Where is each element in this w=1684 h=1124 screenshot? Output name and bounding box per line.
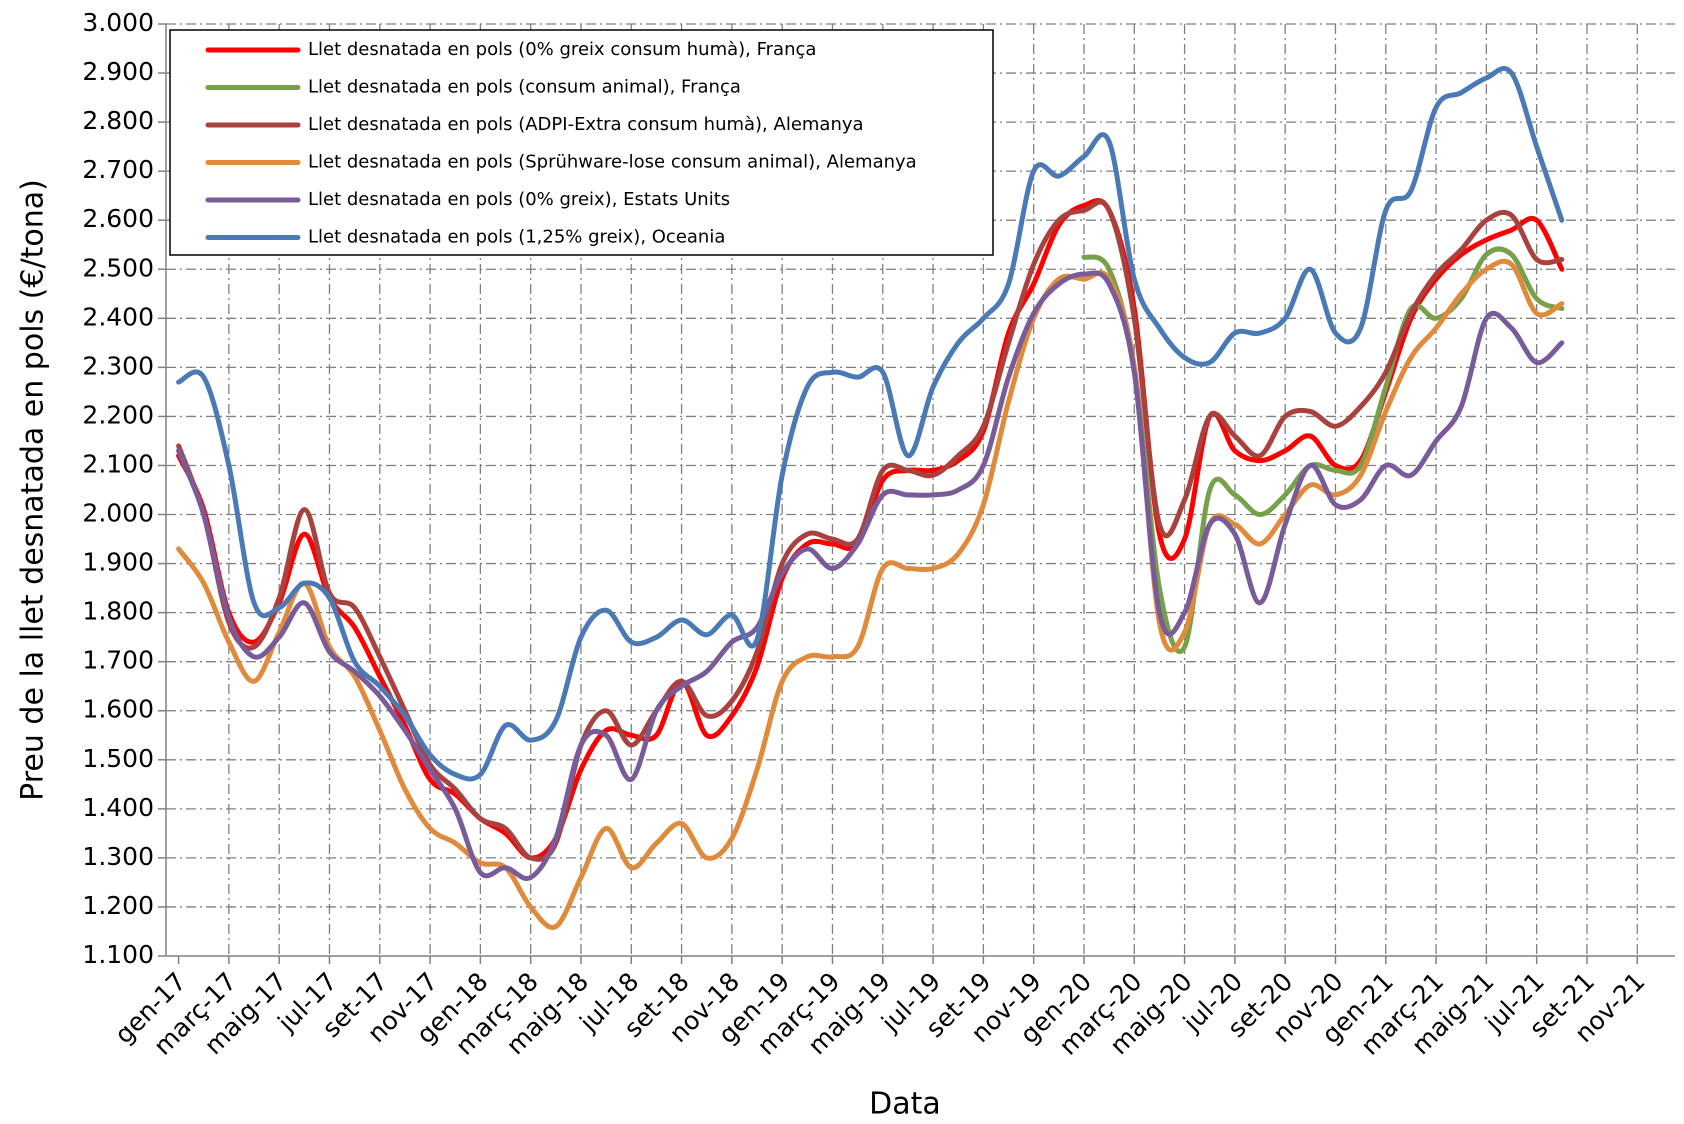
y-tick-label: 3.000: [82, 8, 154, 37]
legend-label: Llet desnatada en pols (consum animal), …: [308, 77, 741, 98]
y-tick-label: 2.700: [82, 155, 154, 184]
y-tick-label: 1.200: [82, 891, 154, 920]
legend-label: Llet desnatada en pols (0% greix consum …: [308, 39, 816, 60]
legend-label: Llet desnatada en pols (ADPI-Extra consu…: [308, 114, 864, 135]
y-tick-label: 2.900: [82, 57, 154, 86]
y-tick-label: 1.800: [82, 597, 154, 626]
legend-label: Llet desnatada en pols (Sprühware-lose c…: [308, 152, 917, 173]
y-tick-label: 1.500: [82, 744, 154, 773]
y-tick-label: 2.200: [82, 400, 154, 429]
x-axis-label: Data: [869, 1087, 941, 1122]
y-axis-label: Preu de la llet desnatada en pols (€/ton…: [16, 179, 51, 801]
y-tick-label: 2.400: [82, 302, 154, 331]
y-tick-label: 1.900: [82, 548, 154, 577]
y-tick-label: 2.100: [82, 449, 154, 478]
series-line: [176, 66, 1565, 782]
legend-box: [169, 29, 994, 256]
y-tick-label: 2.300: [82, 351, 154, 380]
y-tick-label: 2.500: [82, 253, 154, 282]
y-tick-label: 1.100: [82, 940, 154, 969]
y-tick-label: 2.600: [82, 204, 154, 233]
legend-label: Llet desnatada en pols (1,25% greix), Oc…: [308, 227, 725, 248]
y-tick-label: 1.400: [82, 793, 154, 822]
y-tick-label: 1.600: [82, 695, 154, 724]
series-line: [176, 258, 1565, 930]
y-tick-label: 1.700: [82, 646, 154, 675]
y-tick-label: 1.300: [82, 842, 154, 871]
legend-label: Llet desnatada en pols (0% greix), Estat…: [308, 189, 730, 210]
y-tick-label: 2.800: [82, 106, 154, 135]
series-line: [176, 199, 1565, 862]
series-line: [176, 270, 1565, 882]
y-tick-label: 2.000: [82, 499, 154, 528]
